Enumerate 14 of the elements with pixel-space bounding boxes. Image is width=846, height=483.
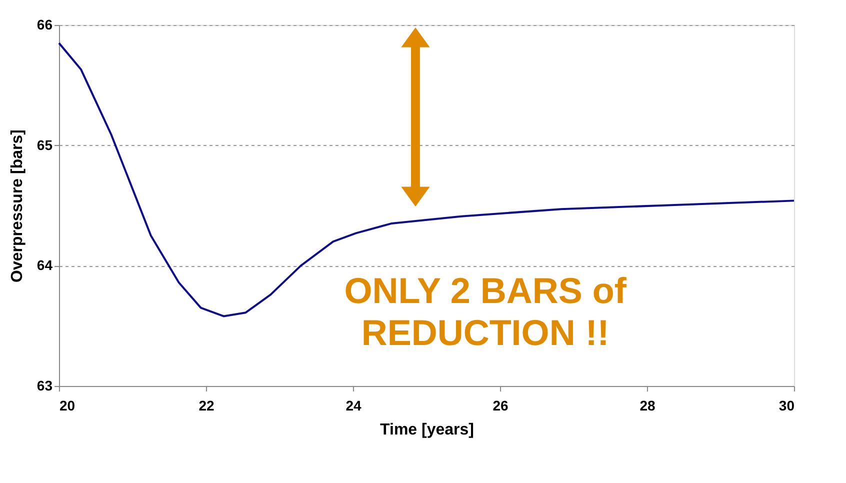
x-tick-label: 26 [492,398,508,414]
line-series [58,42,795,318]
y-tick-label: 64 [36,257,53,274]
y-axis-title: Overpressure [bars] [8,130,26,282]
x-axis-title: Time [years] [380,422,474,438]
x-tick-label: 30 [778,398,795,414]
y-tick-label: 63 [36,378,53,394]
x-tick-label: 28 [640,398,656,414]
y-tick-label: 66 [36,16,53,32]
x-tick-label: 20 [60,398,76,414]
x-tick-label: 22 [198,398,214,414]
y-tick-label: 65 [36,136,53,153]
annotation: ONLY 2 BARS of REDUCTION !! [344,270,628,353]
x-tick-label: 24 [346,398,362,414]
